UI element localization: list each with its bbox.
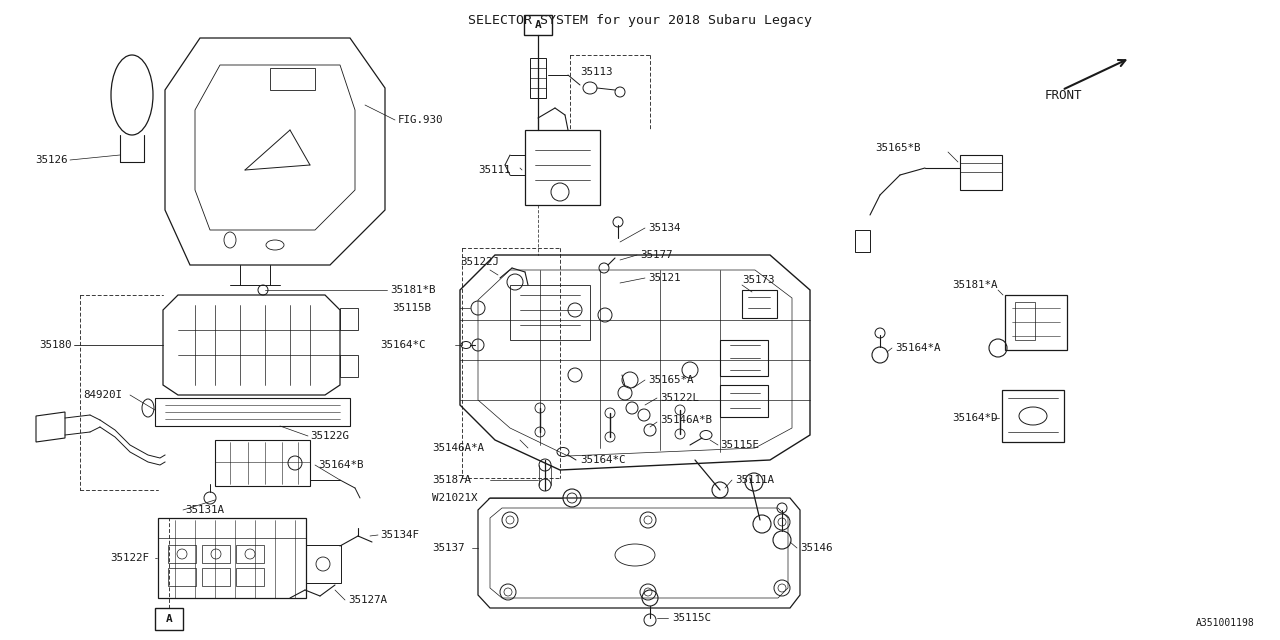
Text: 35181*B: 35181*B [390,285,435,295]
Bar [270,68,315,90]
Text: W21021X: W21021X [433,493,477,503]
Text: 35121: 35121 [648,273,681,283]
Text: SELECTOR SYSTEM for your 2018 Subaru Legacy: SELECTOR SYSTEM for your 2018 Subaru Leg… [468,14,812,27]
Text: 35127A: 35127A [348,595,387,605]
Text: 35181*A: 35181*A [952,280,997,290]
Bar [1002,390,1064,442]
Text: 35134: 35134 [648,223,681,233]
Text: 35122J: 35122J [460,257,499,267]
Text: 35146A*B: 35146A*B [660,415,712,425]
Bar [215,440,310,486]
Text: 35115B: 35115B [392,303,431,313]
Bar [509,285,590,340]
Text: A: A [165,614,173,624]
Text: 84920I: 84920I [83,390,122,400]
Text: 35115E: 35115E [719,440,759,450]
Bar [236,545,264,563]
Bar [742,290,777,318]
Text: 35164*C: 35164*C [580,455,626,465]
Text: 35164*D: 35164*D [952,413,997,423]
Bar [236,568,264,586]
Text: A351001198: A351001198 [1197,618,1254,628]
Text: 35134F: 35134F [380,530,419,540]
Bar [719,385,768,417]
Text: 35165*A: 35165*A [648,375,694,385]
Bar [202,545,230,563]
Bar [340,355,358,377]
Text: 35122F: 35122F [110,553,148,563]
Text: FIG.930: FIG.930 [398,115,443,125]
Bar [157,518,306,598]
Bar [202,568,230,586]
Bar [524,15,552,35]
Bar [168,568,196,586]
Bar [155,398,349,426]
Bar [155,608,183,630]
Text: 35113: 35113 [580,67,613,77]
Bar [719,340,768,376]
Text: 35122G: 35122G [310,431,349,441]
Text: 35187A: 35187A [433,475,471,485]
Text: FRONT: FRONT [1044,88,1083,102]
Bar [340,308,358,330]
Text: 35115C: 35115C [672,613,710,623]
Text: 35137: 35137 [433,543,465,553]
Text: 35173: 35173 [742,275,774,285]
Text: 35126: 35126 [36,155,68,165]
Bar [530,58,547,98]
Bar [960,155,1002,190]
Text: 35164*A: 35164*A [895,343,941,353]
Text: 35164*C: 35164*C [380,340,425,350]
Text: 35131A: 35131A [186,505,224,515]
Bar [525,130,600,205]
Bar [306,545,340,583]
Bar [1015,302,1036,340]
Text: 35146: 35146 [800,543,832,553]
Text: 35122L: 35122L [660,393,699,403]
Text: 35111: 35111 [477,165,511,175]
Text: 35164*B: 35164*B [317,460,364,470]
Text: 35177: 35177 [640,250,672,260]
Text: 35180: 35180 [40,340,72,350]
Text: 35111A: 35111A [735,475,774,485]
Text: A: A [535,20,541,30]
Bar [168,545,196,563]
Text: 35165*B: 35165*B [876,143,920,153]
Bar [1005,295,1068,350]
Bar [855,230,870,252]
Text: 35146A*A: 35146A*A [433,443,484,453]
